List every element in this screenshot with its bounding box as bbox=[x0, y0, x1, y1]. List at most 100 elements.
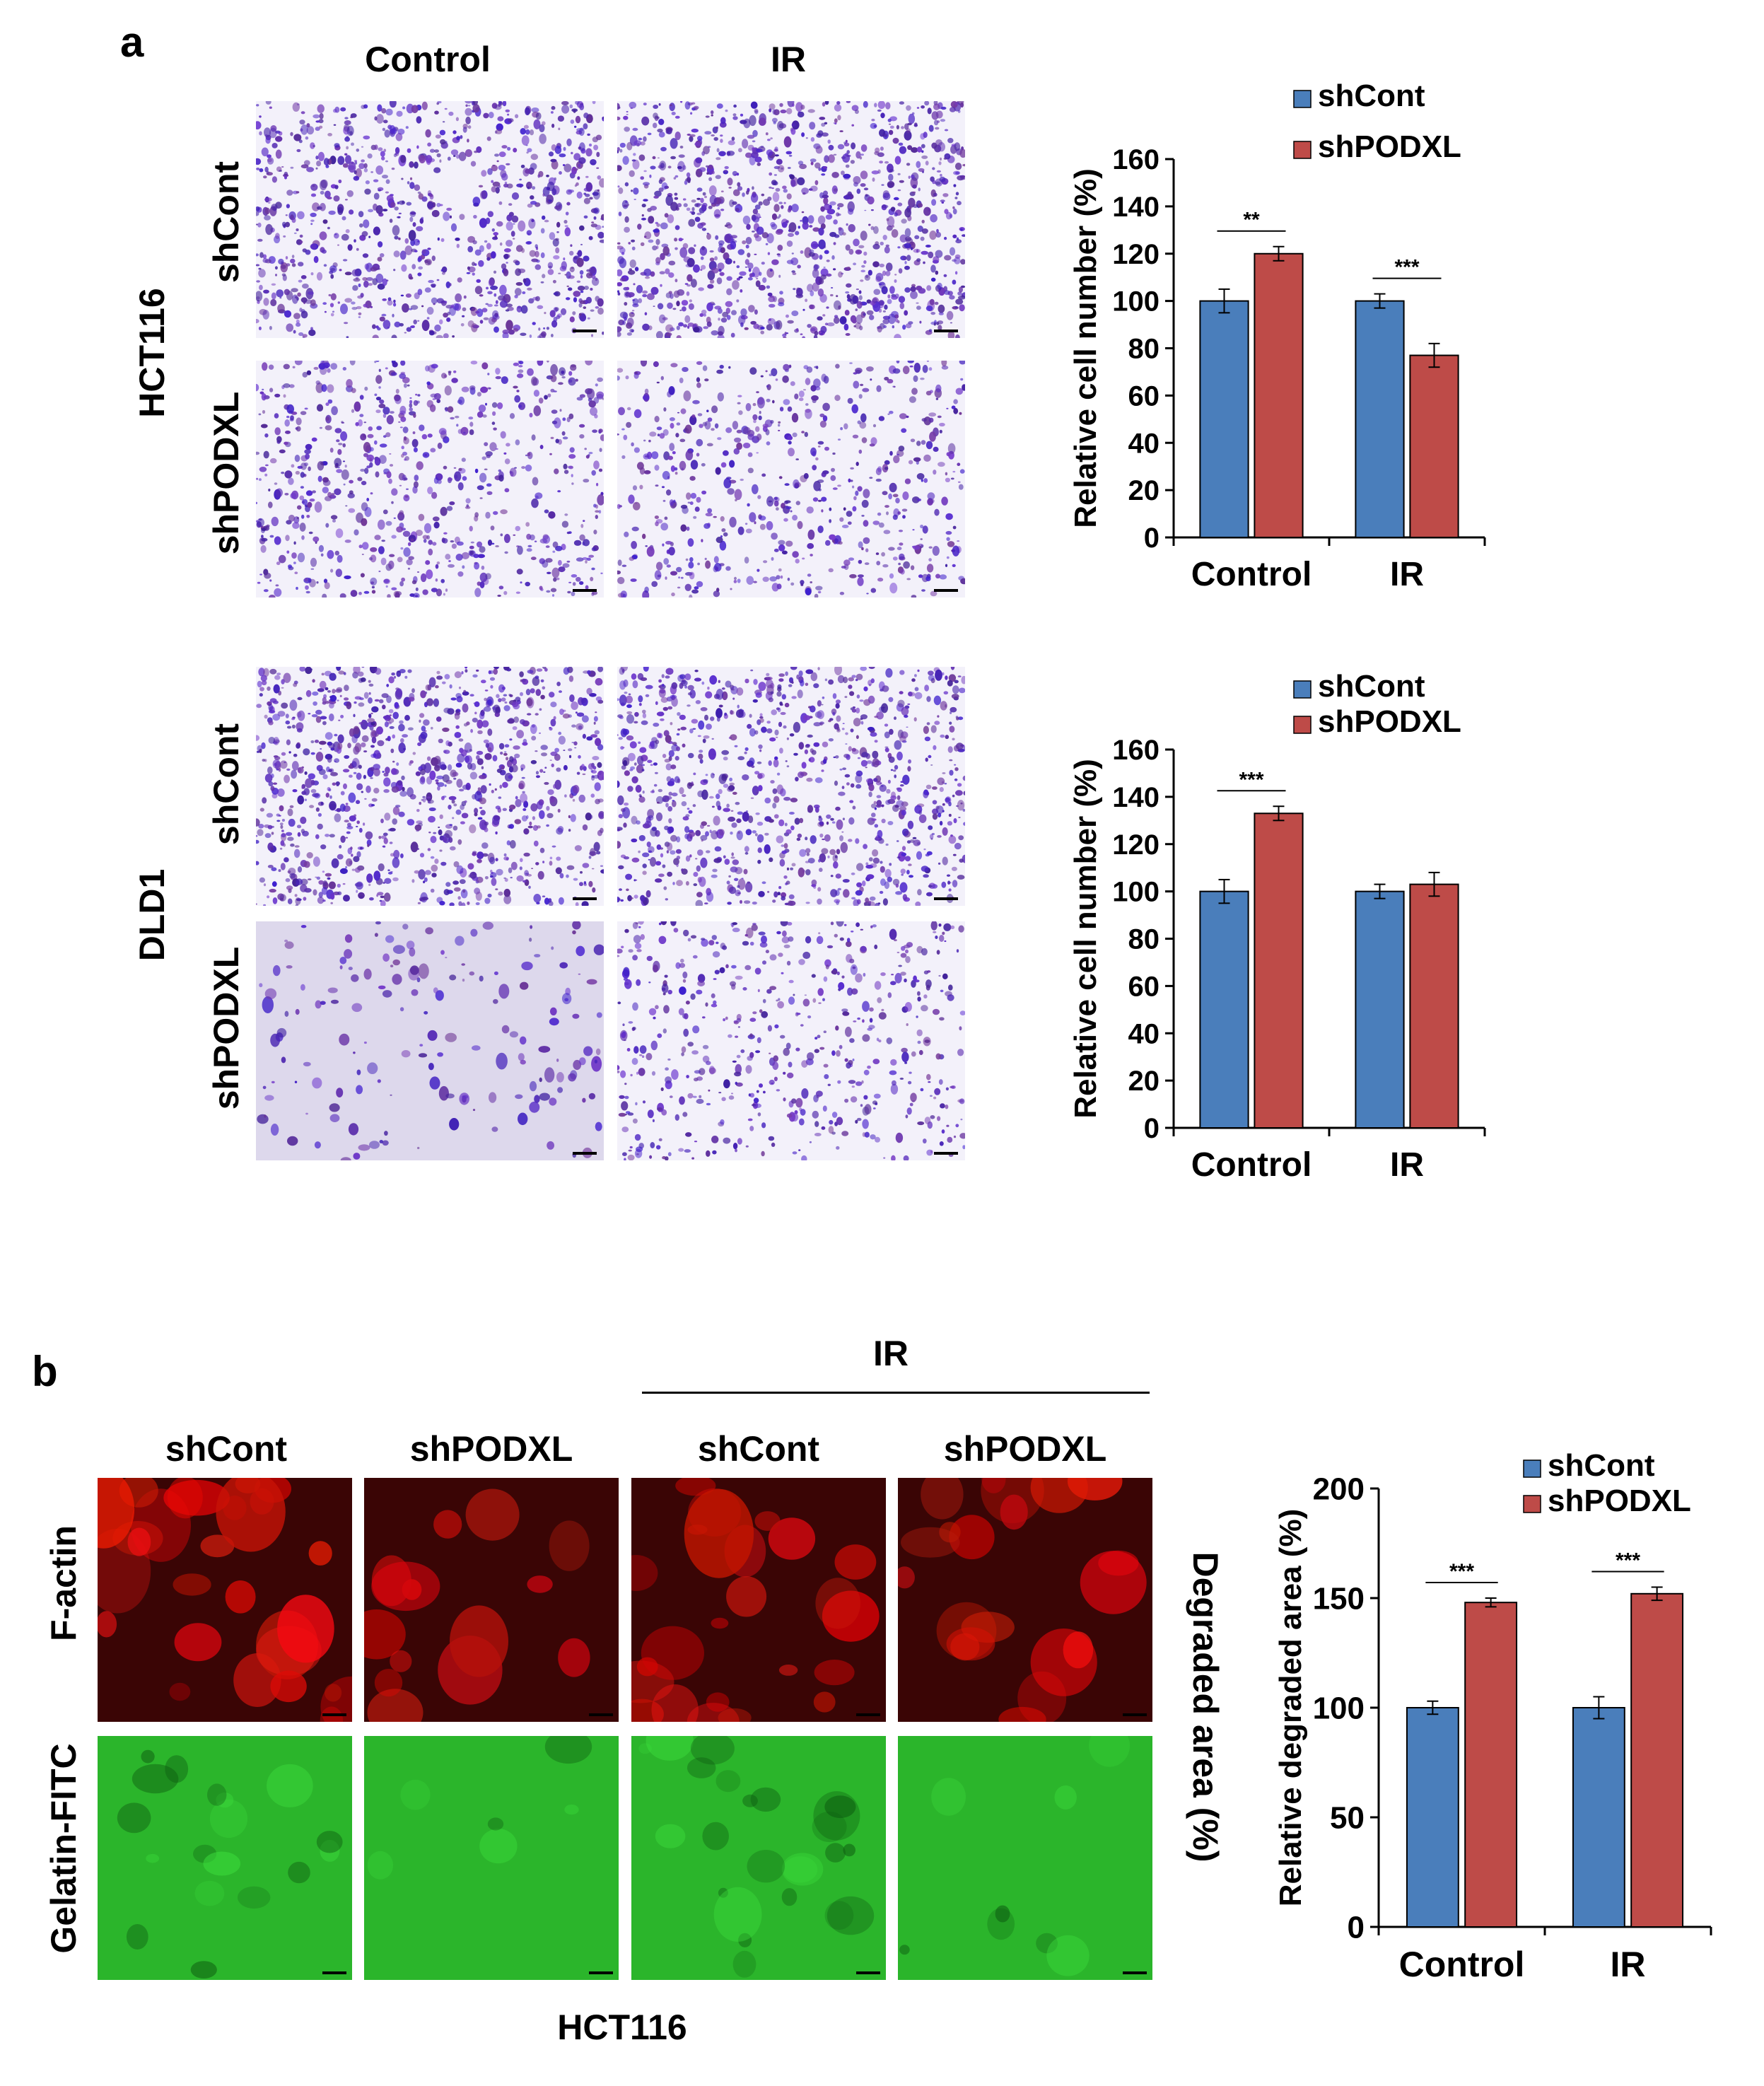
bar-shCont bbox=[1406, 1707, 1459, 1928]
micrograph-dld1-shpodxl-control bbox=[256, 921, 604, 1160]
y-tick-label: 80 bbox=[1128, 924, 1160, 955]
y-tick-label: 40 bbox=[1128, 428, 1160, 459]
micrograph-factin-ir-shcont bbox=[631, 1478, 886, 1722]
significance-label: *** bbox=[1616, 1549, 1640, 1573]
category-label: IR bbox=[1390, 1146, 1424, 1184]
legend-label: shPODXL bbox=[1318, 129, 1461, 164]
bar-shPODXL bbox=[1409, 883, 1459, 1129]
y-tick-label: 0 bbox=[1348, 1910, 1365, 1945]
y-tick-label: 120 bbox=[1112, 829, 1160, 861]
y-axis-label: Relative cell number (%) bbox=[1068, 168, 1103, 528]
scale-bar bbox=[322, 1971, 346, 1974]
y-tick-label: 50 bbox=[1330, 1800, 1365, 1835]
column-label-control: Control bbox=[365, 40, 491, 79]
column-label-shpodxl-1: shPODXL bbox=[409, 1429, 573, 1469]
scale-bar bbox=[934, 1152, 958, 1155]
bar-shCont bbox=[1199, 300, 1249, 538]
row-label-hct116-shcont: shCont bbox=[206, 161, 246, 284]
significance-label: *** bbox=[1394, 256, 1419, 279]
y-tick-label: 0 bbox=[1144, 1113, 1160, 1144]
y-tick-label: 60 bbox=[1128, 380, 1160, 412]
y-tick-label: 160 bbox=[1112, 144, 1160, 175]
micrograph-hct116-shcont-ir bbox=[617, 101, 965, 338]
y-tick-label: 40 bbox=[1128, 1018, 1160, 1049]
scale-bar bbox=[934, 330, 958, 332]
bar-shPODXL bbox=[1254, 252, 1304, 538]
micrograph-factin-shcont bbox=[98, 1478, 352, 1722]
y-tick-label: 60 bbox=[1128, 971, 1160, 1002]
scale-bar bbox=[856, 1713, 880, 1716]
column-label-shcont-1: shCont bbox=[165, 1429, 288, 1469]
y-axis-label: Relative degraded area (%) bbox=[1273, 1509, 1308, 1906]
legend-swatch bbox=[1293, 141, 1312, 159]
y-tick-label: 100 bbox=[1313, 1691, 1365, 1725]
y-tick-label: 100 bbox=[1112, 877, 1160, 908]
row-label-gelatin-fitc: Gelatin-FITC bbox=[44, 1743, 83, 1954]
row-label-hct116-shpodxl: shPODXL bbox=[206, 391, 246, 555]
legend-swatch bbox=[1293, 716, 1312, 734]
significance-label: *** bbox=[1449, 1560, 1474, 1583]
scale-bar bbox=[589, 1971, 613, 1974]
scale-bar bbox=[573, 589, 597, 592]
category-label: IR bbox=[1390, 556, 1424, 593]
y-tick-label: 100 bbox=[1112, 286, 1160, 317]
legend-label: shCont bbox=[1318, 78, 1425, 113]
bar-shPODXL bbox=[1409, 354, 1459, 538]
legend-label: shCont bbox=[1318, 669, 1425, 704]
scale-bar bbox=[573, 330, 597, 332]
bar-shPODXL bbox=[1254, 812, 1304, 1129]
chart-group: 0 20 40 60 80 100 120 140 160 Relative cell numbe… bbox=[1068, 669, 1486, 1184]
scale-bar bbox=[856, 1971, 880, 1974]
column-label-ir: IR bbox=[771, 40, 806, 79]
scale-bar bbox=[589, 1713, 613, 1716]
panel-b-letter: b bbox=[32, 1348, 58, 1395]
side-label-degraded-area: Degraded area (%) bbox=[1186, 1551, 1225, 1863]
category-label: Control bbox=[1191, 556, 1312, 593]
micrograph-dld1-shcont-ir bbox=[617, 667, 965, 906]
legend-swatch bbox=[1523, 1459, 1541, 1478]
y-tick-label: 0 bbox=[1144, 523, 1160, 554]
legend-swatch bbox=[1293, 680, 1312, 699]
significance-label: ** bbox=[1243, 209, 1260, 232]
scale-bar bbox=[1123, 1713, 1147, 1716]
y-axis-label: Relative cell number (%) bbox=[1068, 759, 1103, 1119]
legend-swatch bbox=[1523, 1495, 1541, 1513]
bar-shCont bbox=[1355, 890, 1405, 1129]
column-label-shpodxl-2: shPODXL bbox=[943, 1429, 1107, 1469]
y-tick-label: 140 bbox=[1112, 782, 1160, 813]
y-tick-label: 150 bbox=[1313, 1581, 1365, 1616]
legend-label: shPODXL bbox=[1548, 1484, 1691, 1518]
bar-shCont bbox=[1199, 890, 1249, 1129]
bottom-label-hct116: HCT116 bbox=[557, 2008, 687, 2047]
chart-group: 0 20 40 60 80 100 120 140 160 Relative cell numbe… bbox=[1068, 78, 1486, 593]
scale-bar bbox=[573, 1152, 597, 1155]
ir-group-label: IR bbox=[873, 1334, 909, 1373]
row-label-dld1-shpodxl: shPODXL bbox=[206, 946, 246, 1110]
bar-shPODXL bbox=[1630, 1592, 1684, 1928]
row-label-dld1-shcont: shCont bbox=[206, 723, 246, 846]
bar-chart-dld1: 0 20 40 60 80 100 120 140 160 Relative cell numbe… bbox=[1068, 669, 1486, 1184]
y-tick-label: 140 bbox=[1112, 192, 1160, 223]
micrograph-factin-ir-shpodxl bbox=[898, 1478, 1152, 1722]
bar-shCont bbox=[1355, 300, 1405, 538]
micrograph-hct116-shpodxl-ir bbox=[617, 361, 965, 598]
cell-line-label-hct116: HCT116 bbox=[132, 288, 172, 418]
category-label: Control bbox=[1399, 1945, 1525, 1984]
category-label: Control bbox=[1191, 1146, 1312, 1184]
scale-bar bbox=[934, 589, 958, 592]
category-label: IR bbox=[1611, 1945, 1646, 1984]
bar-shCont bbox=[1572, 1707, 1625, 1928]
y-tick-label: 120 bbox=[1112, 239, 1160, 270]
legend-label: shCont bbox=[1548, 1448, 1655, 1483]
legend-label: shPODXL bbox=[1318, 704, 1461, 739]
micrograph-gelatin-shpodxl bbox=[364, 1736, 619, 1980]
micrograph-dld1-shpodxl-ir bbox=[617, 921, 965, 1160]
y-tick-label: 20 bbox=[1128, 1066, 1160, 1097]
y-tick-label: 200 bbox=[1313, 1472, 1365, 1506]
micrograph-hct116-shcont-control bbox=[256, 101, 604, 338]
significance-label: *** bbox=[1239, 768, 1263, 791]
bar-shPODXL bbox=[1464, 1602, 1518, 1928]
y-tick-label: 160 bbox=[1112, 735, 1160, 766]
cell-line-label-dld1: DLD1 bbox=[132, 868, 172, 962]
